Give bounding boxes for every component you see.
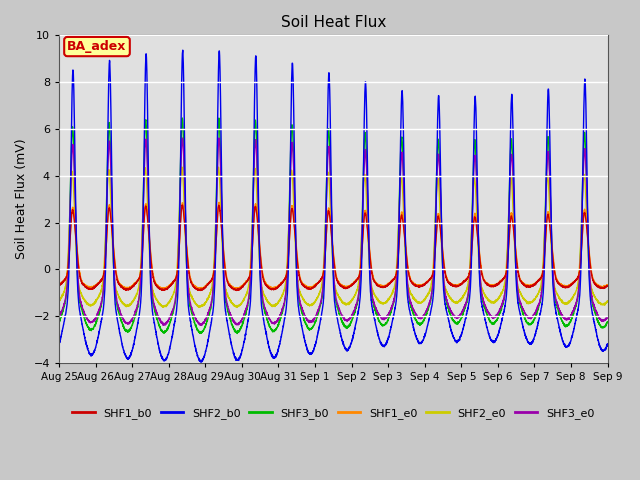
- Line: SHF1_b0: SHF1_b0: [59, 205, 607, 290]
- SHF3_b0: [426, 300, 434, 305]
- SHF2_e0: [604, 299, 611, 305]
- SHF1_b0: [456, 281, 464, 287]
- SHF2_e0: [488, 300, 495, 305]
- Line: SHF3_b0: SHF3_b0: [59, 118, 607, 334]
- Line: SHF3_e0: SHF3_e0: [59, 138, 607, 325]
- SHF1_b0: [55, 282, 63, 288]
- SHF2_b0: [197, 360, 205, 365]
- SHF2_b0: [179, 48, 187, 53]
- SHF2_b0: [604, 341, 611, 347]
- Title: Soil Heat Flux: Soil Heat Flux: [280, 15, 386, 30]
- Legend: SHF1_b0, SHF2_b0, SHF3_b0, SHF1_e0, SHF2_e0, SHF3_e0: SHF1_b0, SHF2_b0, SHF3_b0, SHF1_e0, SHF2…: [68, 403, 599, 423]
- SHF1_e0: [313, 281, 321, 287]
- SHF2_e0: [313, 295, 321, 300]
- SHF2_b0: [456, 334, 464, 339]
- SHF3_b0: [179, 115, 186, 121]
- SHF1_e0: [456, 281, 464, 287]
- SHF1_b0: [154, 284, 161, 290]
- SHF3_e0: [604, 315, 611, 321]
- SHF3_b0: [154, 318, 161, 324]
- SHF2_e0: [178, 164, 186, 170]
- SHF1_b0: [313, 281, 321, 287]
- SHF2_e0: [456, 296, 464, 302]
- SHF1_e0: [604, 282, 611, 288]
- SHF1_e0: [604, 282, 611, 288]
- SHF1_e0: [55, 281, 63, 287]
- SHF1_b0: [426, 276, 434, 282]
- SHF3_b0: [313, 314, 321, 320]
- SHF2_b0: [426, 312, 434, 318]
- SHF2_b0: [154, 339, 161, 345]
- SHF2_e0: [604, 298, 611, 304]
- SHF1_b0: [488, 283, 495, 289]
- SHF2_e0: [160, 304, 168, 310]
- SHF1_e0: [159, 287, 167, 292]
- SHF1_e0: [215, 199, 223, 205]
- SHF1_b0: [604, 283, 611, 288]
- SHF2_b0: [488, 338, 495, 344]
- Line: SHF2_b0: SHF2_b0: [59, 50, 607, 362]
- Text: BA_adex: BA_adex: [67, 40, 127, 53]
- SHF3_e0: [55, 313, 63, 319]
- Line: SHF1_e0: SHF1_e0: [59, 202, 607, 289]
- SHF3_b0: [234, 331, 241, 336]
- SHF3_b0: [488, 321, 495, 326]
- SHF1_e0: [488, 282, 495, 288]
- SHF3_e0: [488, 314, 495, 320]
- SHF2_b0: [313, 335, 321, 340]
- SHF1_b0: [604, 283, 611, 289]
- SHF3_b0: [604, 320, 611, 325]
- SHF3_b0: [55, 319, 63, 325]
- SHF3_e0: [313, 311, 321, 316]
- SHF2_b0: [55, 340, 63, 346]
- SHF1_e0: [154, 283, 161, 288]
- SHF1_b0: [233, 288, 241, 293]
- SHF3_e0: [198, 323, 205, 328]
- SHF2_e0: [55, 298, 63, 304]
- SHF2_e0: [426, 288, 434, 293]
- SHF3_e0: [215, 135, 223, 141]
- SHF3_b0: [456, 317, 464, 323]
- SHF2_e0: [154, 299, 161, 304]
- SHF3_b0: [604, 320, 611, 325]
- SHF2_b0: [604, 341, 611, 347]
- SHF1_b0: [179, 203, 186, 208]
- SHF3_e0: [456, 312, 464, 317]
- SHF3_e0: [426, 298, 434, 303]
- SHF3_e0: [154, 312, 161, 318]
- Y-axis label: Soil Heat Flux (mV): Soil Heat Flux (mV): [15, 139, 28, 260]
- SHF1_e0: [426, 276, 434, 282]
- Line: SHF2_e0: SHF2_e0: [59, 167, 607, 307]
- SHF3_e0: [604, 314, 611, 320]
